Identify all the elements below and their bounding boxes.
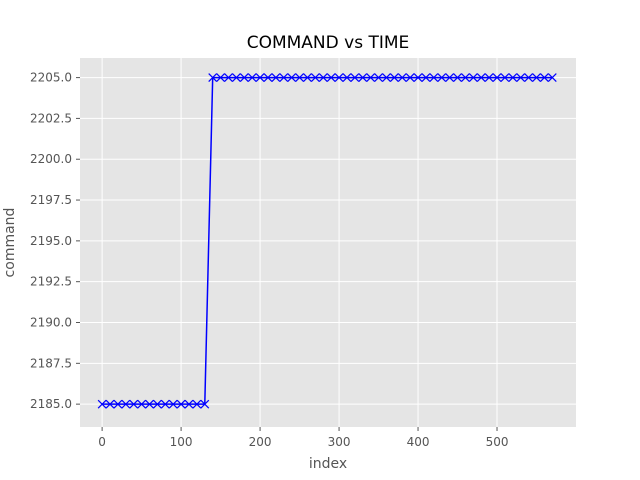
data-point bbox=[421, 73, 431, 83]
series-line bbox=[102, 76, 553, 405]
plot-area bbox=[80, 58, 576, 427]
data-point bbox=[216, 73, 226, 83]
x-tick-label: 200 bbox=[249, 435, 272, 449]
data-point bbox=[200, 399, 210, 409]
data-point bbox=[476, 73, 486, 83]
data-point bbox=[113, 399, 123, 409]
data-point bbox=[318, 73, 328, 83]
data-point bbox=[453, 73, 462, 83]
y-tick-label: 2190.0 bbox=[30, 316, 72, 330]
data-point bbox=[366, 73, 376, 83]
x-axis-label: index bbox=[309, 456, 347, 472]
data-point bbox=[295, 73, 304, 83]
data-point bbox=[184, 399, 194, 409]
data-point bbox=[492, 73, 502, 83]
data-point bbox=[208, 73, 218, 83]
x-tick-label: 500 bbox=[486, 435, 509, 449]
data-point bbox=[152, 399, 162, 409]
data-point bbox=[461, 73, 470, 83]
data-point bbox=[468, 73, 478, 83]
x-tick-label: 100 bbox=[170, 435, 193, 449]
data-point bbox=[303, 73, 312, 83]
data-point bbox=[326, 73, 336, 83]
data-point bbox=[224, 73, 233, 83]
data-point bbox=[374, 73, 383, 83]
y-tick-label: 2187.5 bbox=[30, 356, 72, 370]
y-tick-label: 2200.0 bbox=[30, 152, 72, 166]
data-point bbox=[263, 73, 273, 83]
data-point bbox=[508, 73, 518, 83]
data-point bbox=[382, 73, 391, 83]
data-point bbox=[547, 73, 557, 83]
chart-title: COMMAND vs TIME bbox=[247, 33, 410, 53]
y-tick-label: 2185.0 bbox=[30, 397, 72, 411]
data-point bbox=[105, 399, 115, 409]
data-point bbox=[437, 73, 447, 83]
data-point bbox=[192, 399, 202, 409]
y-tick-label: 2192.5 bbox=[30, 275, 72, 289]
data-point bbox=[539, 73, 549, 83]
data-point bbox=[176, 399, 186, 409]
data-point bbox=[310, 73, 320, 83]
data-point bbox=[231, 73, 241, 83]
y-axis-label: command bbox=[2, 208, 18, 278]
data-point bbox=[405, 73, 415, 83]
data-point bbox=[413, 73, 423, 83]
y-tick-label: 2205.0 bbox=[30, 71, 72, 85]
data-point bbox=[358, 73, 368, 83]
x-tick-label: 300 bbox=[328, 435, 351, 449]
data-point bbox=[168, 399, 178, 409]
data-point bbox=[500, 73, 510, 83]
y-tick-label: 2202.5 bbox=[30, 111, 72, 125]
x-tick-label: 400 bbox=[407, 435, 430, 449]
data-point bbox=[516, 73, 526, 83]
data-point bbox=[145, 399, 154, 409]
data-point bbox=[524, 73, 534, 83]
series-layer bbox=[97, 73, 557, 409]
data-point bbox=[287, 73, 297, 83]
axis-ticks: 0 100 200 300 400 500 2185.0 2187.5 2190.0 2192.5… bbox=[30, 71, 508, 449]
data-point bbox=[97, 399, 107, 409]
data-point bbox=[255, 73, 265, 83]
data-point bbox=[137, 399, 147, 409]
data-point bbox=[532, 73, 541, 83]
y-tick-label: 2197.5 bbox=[30, 193, 72, 207]
data-point bbox=[334, 73, 344, 83]
data-point bbox=[389, 73, 399, 83]
data-point bbox=[239, 73, 249, 83]
data-point bbox=[247, 73, 257, 83]
data-point bbox=[484, 73, 494, 83]
data-point bbox=[445, 73, 455, 83]
data-point bbox=[121, 399, 131, 409]
data-point bbox=[429, 73, 439, 83]
data-point bbox=[342, 73, 352, 83]
data-point bbox=[350, 73, 360, 83]
data-point bbox=[271, 73, 281, 83]
data-point bbox=[160, 399, 170, 409]
y-tick-label: 2195.0 bbox=[30, 234, 72, 248]
data-point bbox=[397, 73, 407, 83]
data-point bbox=[129, 399, 139, 409]
data-point bbox=[279, 73, 289, 83]
x-tick-label: 0 bbox=[98, 435, 106, 449]
